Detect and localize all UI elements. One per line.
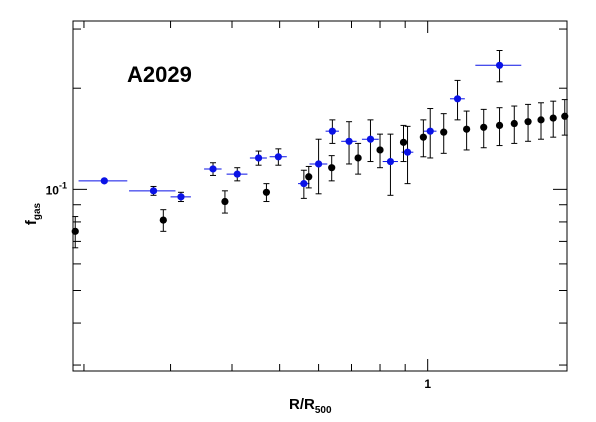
data-marks: [71, 49, 569, 249]
data-point: [524, 118, 532, 126]
y-axis-label-main: f: [23, 219, 40, 225]
data-point: [314, 160, 323, 168]
svg-text:R/R500: R/R500: [289, 396, 332, 416]
data-point: [305, 173, 313, 181]
data-point: [274, 153, 282, 161]
data-point: [354, 154, 362, 162]
data-point: [254, 154, 263, 162]
data-point: [453, 95, 462, 103]
data-point: [399, 138, 408, 146]
data-point: [345, 137, 353, 145]
plot-frame: [72, 20, 568, 372]
x-axis-label-sub: 500: [315, 405, 332, 416]
data-point: [177, 193, 185, 201]
tick-labels: 1 10-1: [46, 180, 432, 391]
data-point: [403, 148, 412, 156]
data-point: [262, 188, 271, 196]
data-point: [328, 127, 336, 135]
x-axis-label: R/R500: [289, 396, 332, 416]
series-1: [78, 49, 522, 203]
x-axis-label-main: R/R: [289, 396, 315, 413]
data-point: [495, 61, 504, 69]
data-point: [159, 216, 167, 224]
y-tick-label: 10-1: [46, 180, 67, 197]
chart-title: A2029: [127, 62, 192, 87]
y-axis-label-sub: gas: [32, 202, 43, 220]
data-point: [328, 164, 336, 172]
data-point: [366, 135, 375, 143]
data-point: [561, 112, 569, 120]
data-point: [209, 165, 217, 173]
y-axis-label: fgas: [23, 202, 43, 225]
axis-ticks: [73, 21, 567, 371]
data-point: [426, 127, 434, 135]
data-point: [386, 157, 395, 166]
data-point: [549, 114, 557, 122]
data-point: [440, 128, 448, 136]
data-point: [537, 116, 545, 124]
data-point: [463, 125, 471, 133]
data-point: [376, 146, 384, 154]
data-point: [221, 197, 229, 206]
svg-text:fgas: fgas: [23, 202, 43, 225]
data-point: [71, 227, 79, 235]
data-point: [480, 123, 488, 131]
data-point: [510, 119, 518, 128]
data-point: [100, 177, 108, 185]
data-point: [233, 170, 241, 178]
series-2: [71, 99, 569, 249]
data-point: [419, 133, 427, 141]
data-point: [149, 187, 158, 195]
x-tick-label: 1: [424, 377, 431, 391]
data-point: [300, 180, 308, 188]
data-point: [495, 121, 504, 130]
